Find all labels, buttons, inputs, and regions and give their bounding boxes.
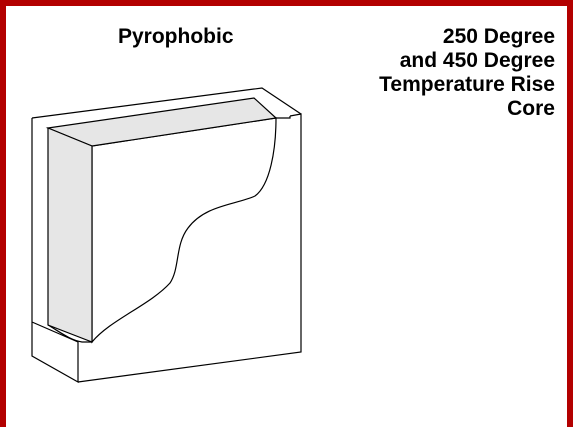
temperature-label-line-1: 250 Degree <box>442 25 555 48</box>
core-front-face <box>47 127 93 343</box>
core-bottom-curve <box>47 324 92 343</box>
pyrophobic-label: Pyrophobic <box>118 25 234 48</box>
outer-block-right-face <box>77 113 302 383</box>
temperature-label-line-3: Temperature Rise <box>379 73 555 96</box>
cutaway-face <box>91 117 277 344</box>
temperature-label-line-2: and 450 Degree <box>399 49 555 72</box>
temperature-rise-core-label: 250 Degree and 450 Degree Temperature Ri… <box>325 25 555 121</box>
outer-block-inner-edge <box>276 116 291 119</box>
outer-block-top-edge <box>31 87 302 119</box>
temperature-label-line-4: Core <box>507 97 555 120</box>
